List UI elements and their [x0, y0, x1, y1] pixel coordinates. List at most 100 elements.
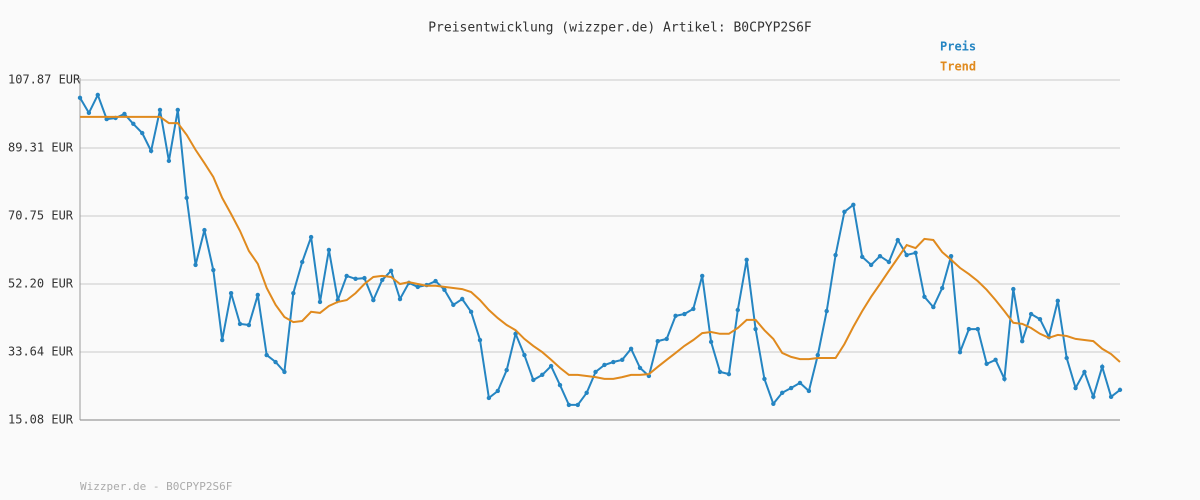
data-point [797, 380, 803, 386]
y-tick-label: 52.20 EUR [8, 276, 74, 290]
data-point [904, 252, 909, 258]
data-point [948, 253, 954, 259]
chart-title: Preisentwicklung (wizzper.de) Artikel: B… [428, 21, 812, 36]
data-point [211, 267, 216, 273]
data-point [326, 247, 332, 253]
data-point [780, 390, 785, 396]
y-tick-label: 70.75 EUR [8, 209, 74, 223]
data-point [611, 359, 616, 365]
data-point [157, 107, 163, 113]
data-point [575, 402, 580, 408]
data-point [877, 253, 883, 259]
data-point [1082, 369, 1087, 375]
data-point [1028, 311, 1034, 317]
data-point [104, 116, 109, 122]
data-point [513, 331, 518, 337]
data-point [184, 195, 189, 201]
data-point [548, 363, 554, 369]
data-point [237, 321, 243, 327]
data-point [1073, 385, 1078, 391]
data-point [460, 296, 465, 302]
data-point [397, 296, 403, 302]
data-point [148, 148, 154, 154]
data-point [291, 290, 296, 296]
data-point [744, 257, 749, 263]
data-point [86, 110, 92, 116]
data-point [975, 326, 980, 332]
footer: Wizzper.de - B0CPYP2S6F [80, 480, 232, 493]
data-point [1091, 394, 1096, 400]
data-point [860, 254, 865, 260]
data-point [895, 237, 900, 243]
data-point [468, 309, 474, 315]
data-point [922, 294, 927, 300]
data-point [1100, 364, 1105, 369]
y-tick-label: 89.31 EUR [8, 141, 74, 155]
data-point [1020, 338, 1025, 344]
data-point [833, 252, 838, 258]
data-point [584, 390, 589, 396]
series-line [79, 92, 1121, 406]
data-point [628, 346, 634, 352]
data-point [700, 273, 705, 279]
legend-label: Preis [940, 40, 976, 54]
data-point [966, 326, 972, 332]
data-point [140, 130, 145, 136]
data-point [868, 262, 874, 268]
data-point [522, 352, 527, 358]
data-point [886, 259, 892, 265]
data-point [228, 290, 234, 296]
data-point [637, 365, 643, 371]
data-point [566, 402, 572, 408]
data-point [264, 352, 269, 358]
data-point [1002, 376, 1007, 382]
data-point [842, 209, 847, 215]
data-point [557, 382, 563, 388]
data-point [95, 92, 100, 98]
data-point [273, 359, 278, 365]
data-point [726, 371, 732, 377]
data-point [131, 121, 136, 127]
data-point [317, 299, 323, 305]
data-point [246, 322, 252, 328]
data-point [353, 276, 358, 282]
data-point [655, 338, 660, 344]
data-point [940, 285, 945, 291]
data-point [708, 339, 714, 345]
data-point [415, 284, 420, 290]
data-point [362, 275, 367, 281]
data-point [486, 395, 492, 401]
data-point [1011, 286, 1016, 292]
data-point [166, 158, 172, 164]
legend-label: Trend [940, 60, 976, 74]
data-point [371, 297, 376, 303]
y-tick-label: 107.87 EUR [8, 73, 81, 87]
data-point [433, 278, 438, 284]
data-point [824, 308, 829, 314]
data-point [308, 234, 314, 240]
data-point [664, 336, 669, 342]
data-point [1055, 298, 1060, 304]
data-point [202, 227, 207, 233]
data-point [531, 377, 536, 383]
data-point [255, 292, 260, 298]
data-point [540, 372, 545, 378]
data-point [851, 202, 856, 208]
data-point [442, 287, 447, 293]
data-point [220, 337, 225, 343]
y-tick-label: 15.08 EUR [8, 413, 74, 427]
data-point [815, 352, 820, 358]
data-point [682, 311, 687, 317]
data-point [691, 306, 696, 312]
data-point [122, 111, 127, 117]
data-point [495, 388, 500, 394]
data-point [193, 262, 198, 268]
y-tick-label: 33.64 EUR [8, 344, 74, 358]
data-point [762, 376, 767, 382]
data-point [593, 369, 598, 375]
data-point [673, 313, 678, 319]
data-point [388, 268, 394, 273]
